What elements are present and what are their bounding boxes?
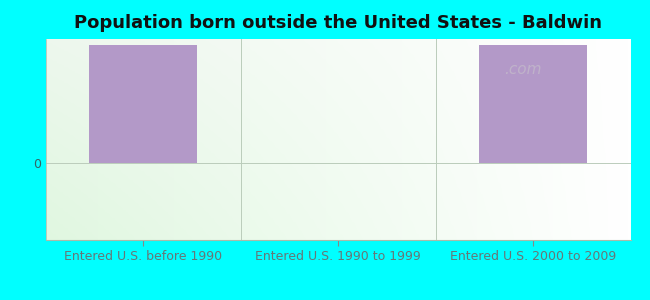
Bar — [480, 45, 586, 163]
Title: Population born outside the United States - Baldwin: Population born outside the United State… — [74, 14, 602, 32]
Bar — [90, 45, 196, 163]
Text: .com: .com — [504, 62, 541, 77]
